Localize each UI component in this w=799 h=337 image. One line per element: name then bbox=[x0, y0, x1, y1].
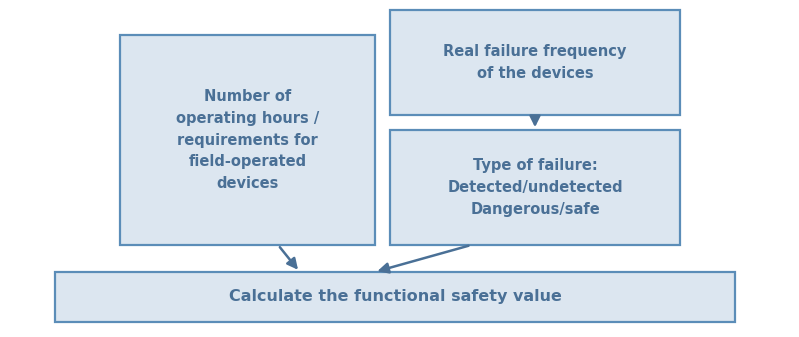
FancyBboxPatch shape bbox=[55, 272, 735, 322]
Text: Number of
operating hours /
requirements for
field-operated
devices: Number of operating hours / requirements… bbox=[176, 89, 319, 191]
Text: Real failure frequency
of the devices: Real failure frequency of the devices bbox=[443, 44, 626, 81]
FancyBboxPatch shape bbox=[390, 10, 680, 115]
FancyBboxPatch shape bbox=[390, 130, 680, 245]
Text: Type of failure:
Detected/undetected
Dangerous/safe: Type of failure: Detected/undetected Dan… bbox=[447, 158, 622, 217]
Text: Calculate the functional safety value: Calculate the functional safety value bbox=[229, 289, 562, 305]
FancyBboxPatch shape bbox=[120, 35, 375, 245]
